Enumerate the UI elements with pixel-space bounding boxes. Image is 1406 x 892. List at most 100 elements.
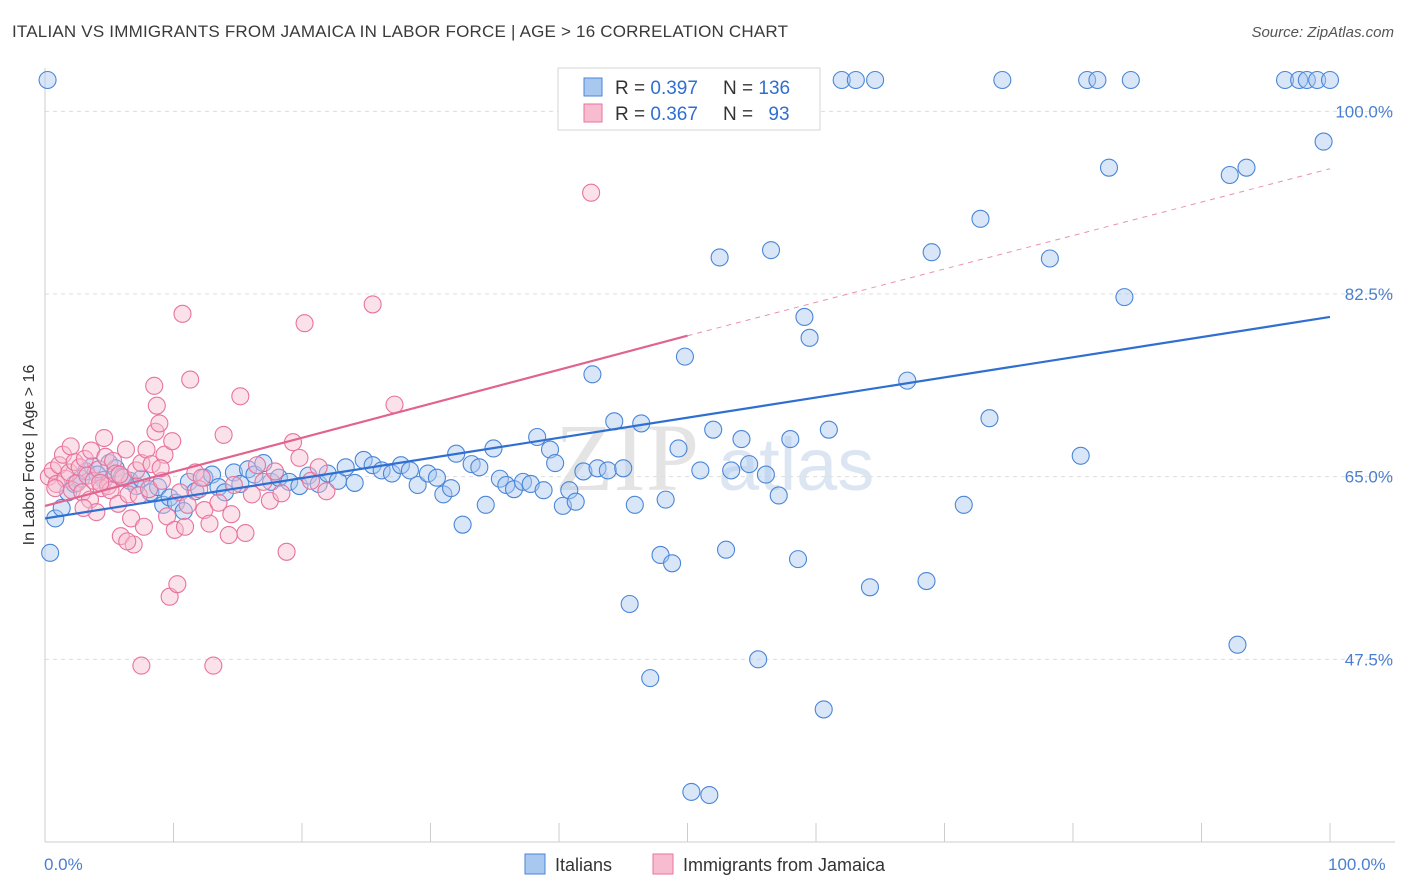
stats-swatch-jamaica — [583, 103, 603, 123]
jamaica-point-92 — [222, 505, 241, 524]
watermark-atlas: atlas — [718, 423, 874, 506]
jamaica-point-70 — [260, 491, 279, 510]
gridlines — [45, 110, 1395, 660]
italians-point-102 — [788, 550, 808, 569]
chart-title: ITALIAN VS IMMIGRANTS FROM JAMAICA IN LA… — [12, 22, 789, 41]
x-tick-label-min: 0.0% — [44, 855, 83, 874]
italians-points — [38, 70, 1340, 805]
italians-point-84 — [663, 554, 682, 573]
jamaica-point-38 — [140, 480, 159, 499]
italians-point-57 — [470, 458, 489, 477]
italians-point-78 — [620, 594, 639, 614]
jamaica-point-46 — [158, 507, 177, 526]
legend-label-italians[interactable]: Italians — [555, 855, 612, 875]
italians-point-125 — [1220, 165, 1239, 185]
jamaica-point-29 — [116, 440, 136, 459]
stats-n-label-jamaica: N = — [723, 104, 758, 125]
jamaica-point-55 — [181, 370, 200, 389]
italians-point-42 — [345, 473, 364, 492]
italians-point-62 — [504, 480, 524, 499]
jamaica-point-6 — [60, 463, 79, 482]
jamaica-point-60 — [204, 656, 223, 675]
jamaica-trend-extension — [687, 168, 1331, 337]
italians-point-114 — [954, 495, 973, 514]
italians-point-91 — [710, 248, 729, 267]
jamaica-point-62 — [214, 425, 233, 444]
jamaica-trend-line — [44, 334, 688, 507]
italians-point-117 — [993, 70, 1012, 90]
legend-swatch-jamaica[interactable] — [652, 853, 674, 875]
italians-point-133 — [1320, 70, 1340, 90]
jamaica-point-91 — [192, 468, 211, 487]
jamaica-point-75 — [290, 448, 309, 467]
italians-point-55 — [453, 515, 472, 534]
jamaica-point-54 — [178, 495, 197, 514]
jamaica-points — [39, 183, 601, 675]
italians-point-109 — [860, 578, 880, 597]
italians-point-103 — [795, 307, 814, 327]
stats-r-label-jamaica: R = — [615, 104, 650, 125]
jamaica-point-52 — [173, 304, 192, 323]
jamaica-point-85 — [61, 437, 80, 456]
italians-point-118 — [1040, 249, 1059, 268]
italians-point-94 — [732, 430, 751, 449]
italians-point-105 — [814, 700, 833, 719]
italians-point-129 — [1290, 70, 1309, 90]
jamaica-point-72 — [272, 484, 291, 503]
italians-point-89 — [700, 785, 719, 805]
jamaica-point-42 — [147, 396, 166, 415]
italians-point-120 — [1078, 70, 1097, 90]
italians-trend-line — [44, 315, 1331, 520]
y-tick-label-1: 65.0% — [1345, 468, 1393, 487]
trend-lines — [44, 168, 1331, 520]
italians-point-58 — [476, 495, 495, 514]
y-tick-label-0: 47.5% — [1345, 650, 1393, 669]
stats-n-value-jamaica: 93 — [768, 104, 789, 125]
italians-point-50 — [418, 464, 437, 483]
jamaica-point-50 — [168, 575, 187, 594]
jamaica-point-82 — [582, 183, 601, 202]
legend-swatch-italians[interactable] — [524, 853, 546, 875]
jamaica-point-43 — [150, 414, 169, 433]
italians-point-87 — [682, 782, 701, 801]
italians-point-128 — [1275, 70, 1295, 90]
jamaica-point-59 — [200, 514, 219, 533]
italians-point-106 — [819, 420, 838, 439]
jamaica-point-73 — [277, 542, 296, 561]
italians-point-134 — [38, 70, 57, 90]
italians-point-92 — [716, 540, 736, 559]
italians-point-113 — [922, 243, 941, 262]
source-label: Source: ZipAtlas.com — [1251, 24, 1394, 41]
jamaica-point-84 — [46, 479, 65, 498]
italians-point-116 — [980, 409, 999, 428]
italians-point-104 — [800, 328, 819, 347]
axes — [44, 68, 1395, 843]
jamaica-point-88 — [110, 465, 129, 484]
italians-point-132 — [1314, 132, 1333, 151]
italians-point-0 — [41, 543, 60, 562]
italians-point-130 — [1297, 70, 1316, 90]
italians-point-93 — [722, 461, 741, 480]
italians-point-122 — [1099, 158, 1119, 177]
jamaica-point-48 — [163, 432, 182, 451]
italians-point-124 — [1121, 70, 1140, 90]
italians-point-99 — [769, 486, 788, 505]
italians-point-85 — [669, 439, 688, 458]
y-tick-labels: 47.5% 65.0% 82.5% 100.0% — [1335, 102, 1393, 669]
italians-point-110 — [866, 70, 885, 90]
legend-label-jamaica[interactable]: Immigrants from Jamaica — [683, 855, 886, 875]
italians-point-70 — [560, 481, 579, 500]
x-tick-label-max: 100.0% — [1328, 855, 1386, 874]
stats-r-value-jamaica: 0.367 — [650, 104, 698, 125]
jamaica-point-39 — [142, 455, 161, 474]
jamaica-point-58 — [195, 501, 214, 520]
italians-point-98 — [761, 241, 781, 260]
italians-point-97 — [756, 465, 775, 484]
italians-point-131 — [1308, 70, 1327, 90]
italians-point-81 — [641, 669, 660, 688]
italians-point-119 — [1071, 446, 1090, 465]
italians-point-108 — [846, 70, 865, 90]
jamaica-point-81 — [385, 395, 404, 414]
jamaica-point-16 — [84, 471, 103, 490]
